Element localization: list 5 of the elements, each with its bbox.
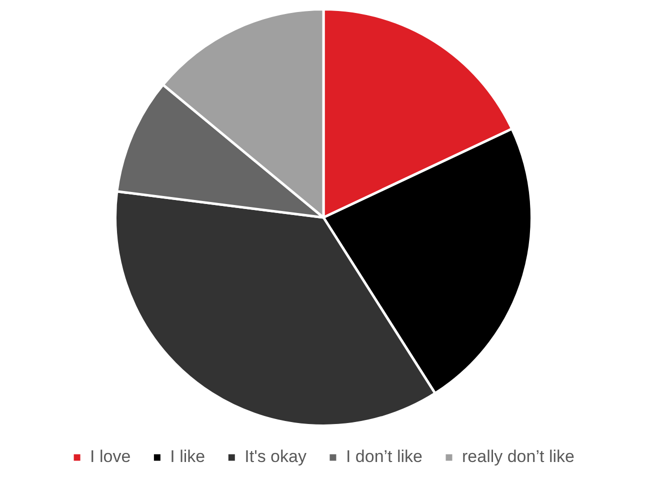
- legend-label: I like: [170, 447, 206, 466]
- legend-label: I don’t like: [346, 447, 423, 466]
- legend-label: I love: [90, 447, 131, 466]
- legend-label: It's okay: [244, 447, 307, 466]
- legend-label: really don’t like: [462, 447, 574, 466]
